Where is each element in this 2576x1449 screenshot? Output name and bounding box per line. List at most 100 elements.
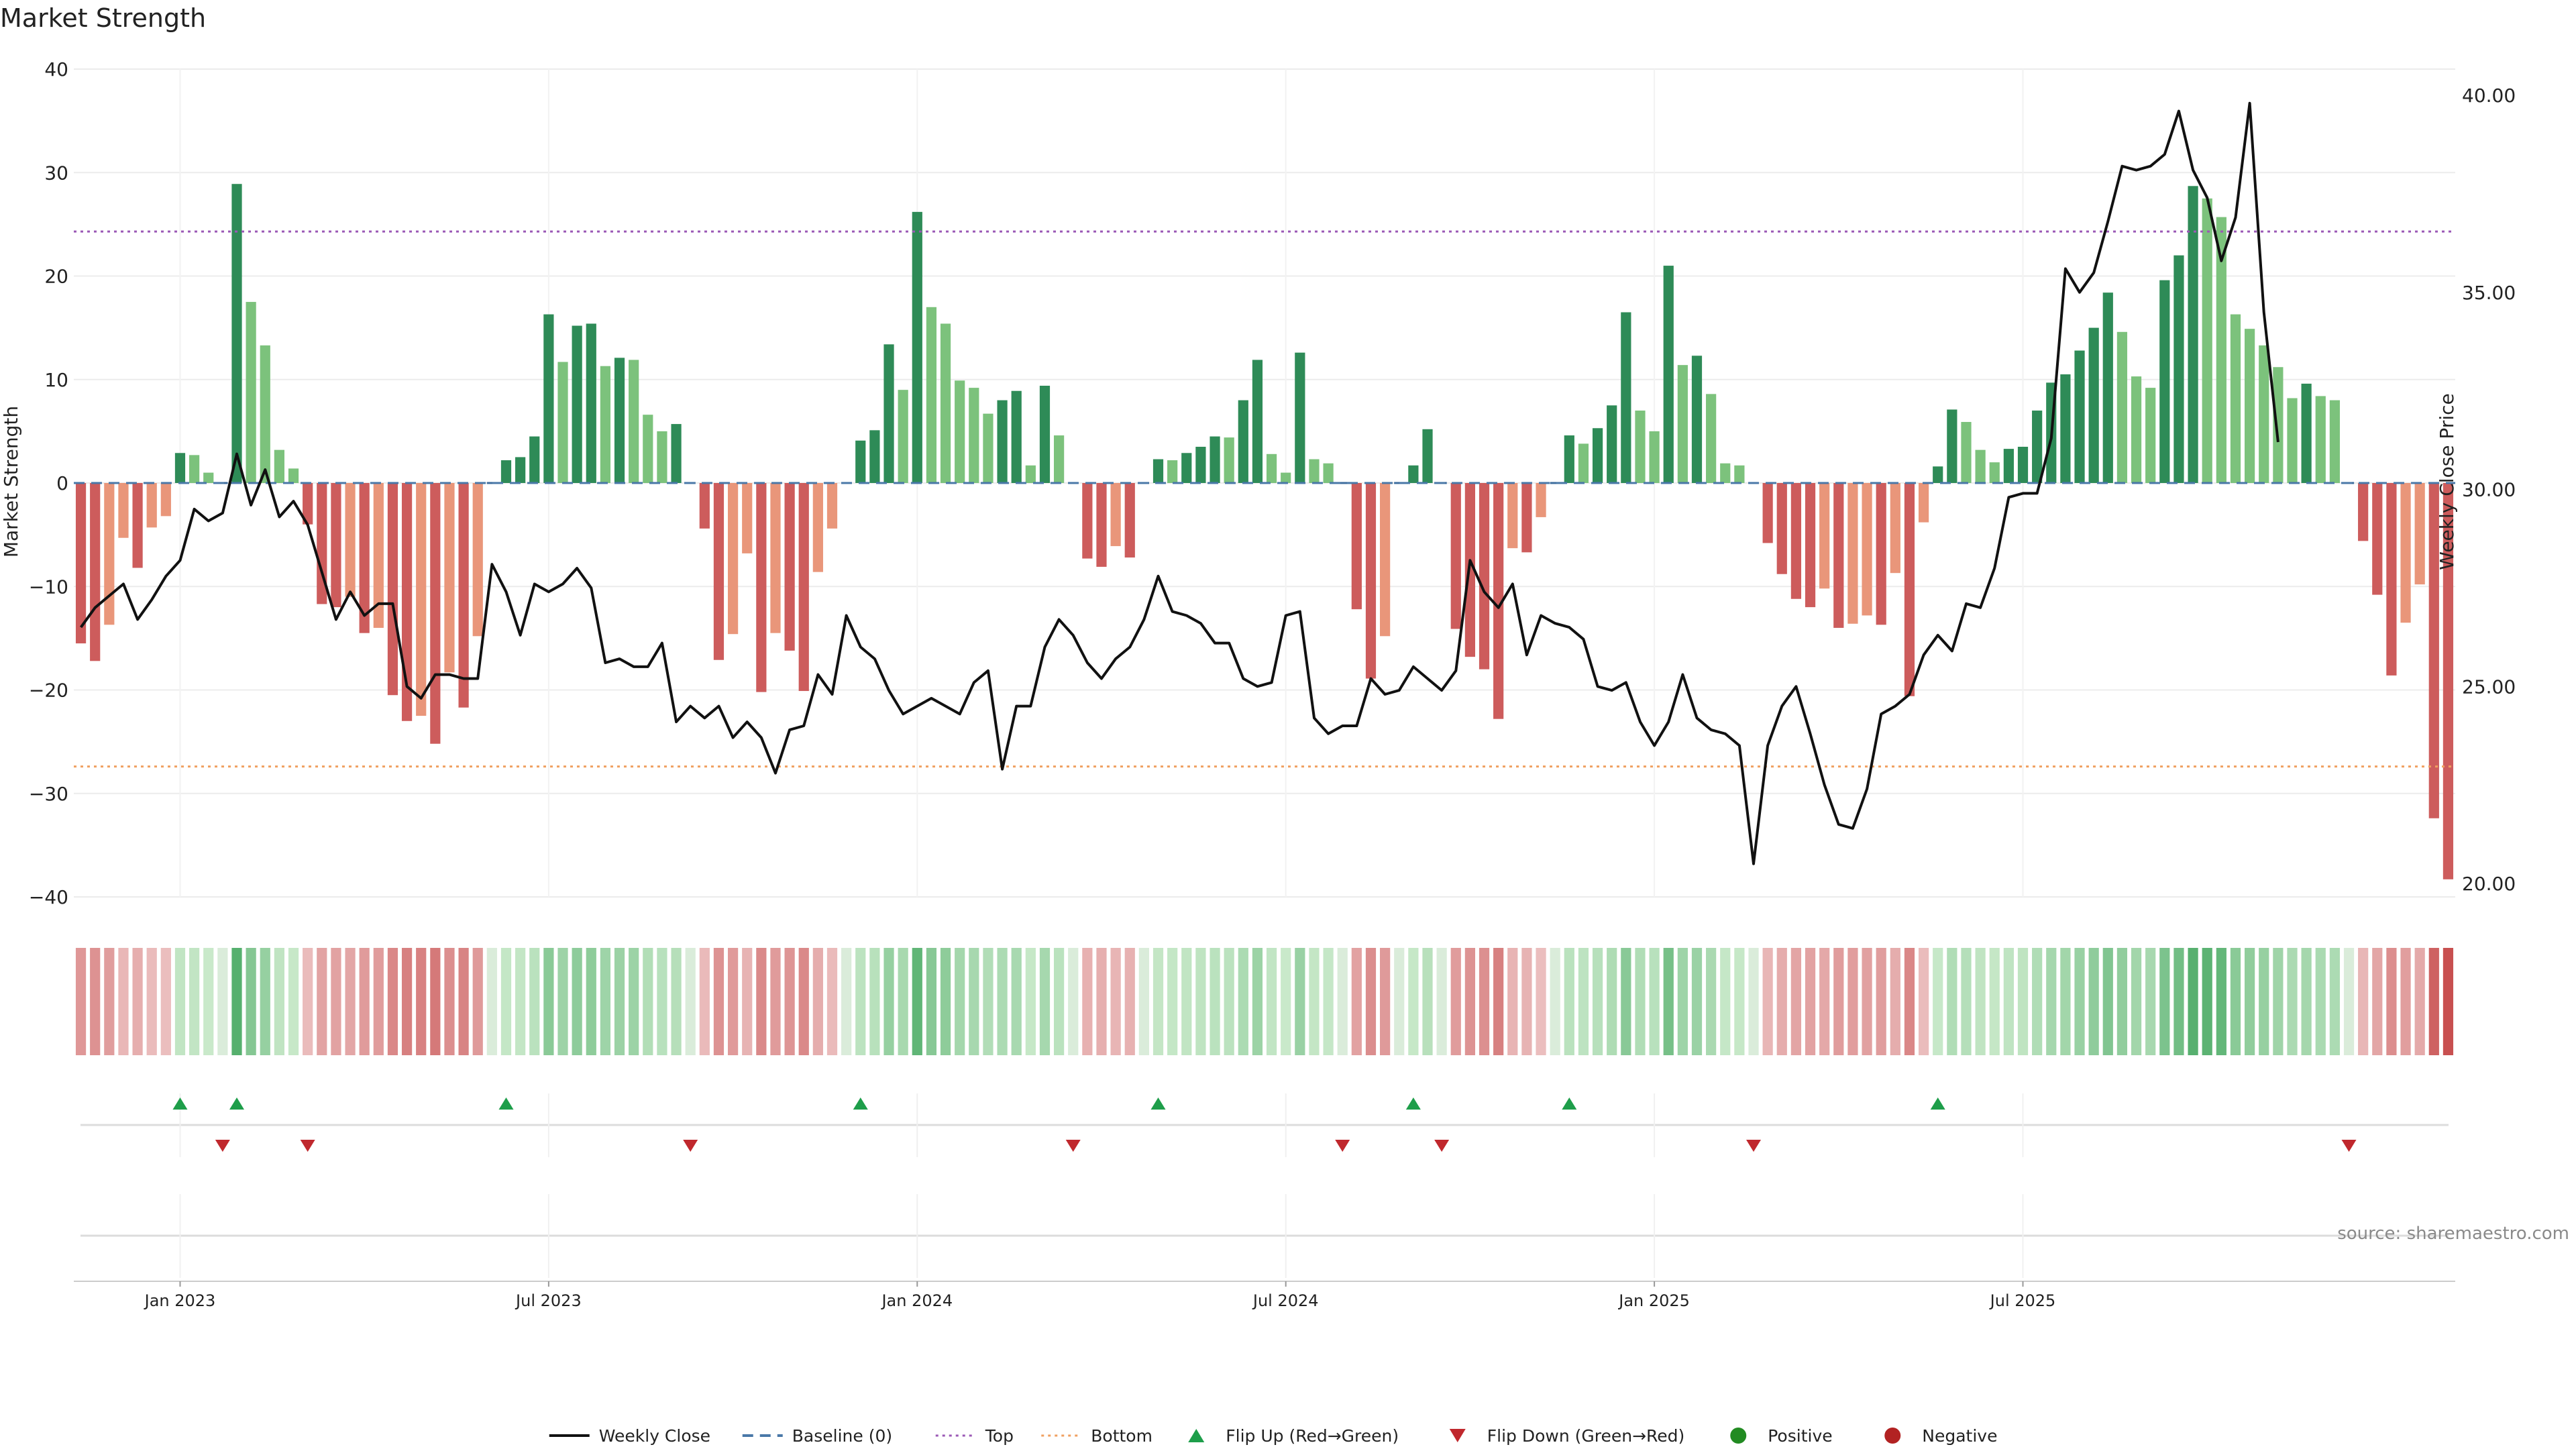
bar-negative — [1493, 483, 1504, 719]
bar-negative — [317, 483, 327, 604]
heat-cell-positive — [1011, 948, 1022, 1055]
bar-positive — [1252, 360, 1263, 483]
bar-positive — [231, 184, 242, 483]
bar-positive — [1720, 463, 1731, 483]
bar-positive — [203, 472, 214, 483]
bar-positive — [1281, 472, 1291, 483]
heat-cell-positive — [983, 948, 994, 1055]
bar-positive — [2259, 345, 2269, 483]
heat-cell-positive — [2343, 948, 2355, 1055]
bar-negative — [75, 483, 87, 644]
bar-positive — [2159, 280, 2170, 483]
heat-cell-negative — [727, 948, 739, 1055]
heat-cell-negative — [1521, 948, 1532, 1055]
heat-cell-positive — [1961, 948, 1972, 1055]
y-axis-right: 40.00 35.00 30.00 25.00 20.00 — [2462, 85, 2516, 895]
heat-cell-negative — [1493, 948, 1504, 1055]
heat-cell-negative — [146, 948, 157, 1055]
heat-cell-positive — [2145, 948, 2156, 1055]
heat-cell-positive — [614, 948, 625, 1055]
bar-negative — [444, 483, 455, 673]
bar-negative — [1776, 483, 1787, 574]
bar-negative — [756, 483, 767, 692]
heat-cell-negative — [1776, 948, 1787, 1055]
heat-cell-positive — [1238, 948, 1248, 1055]
heat-cell-positive — [1252, 948, 1263, 1055]
heat-cell-positive — [557, 948, 568, 1055]
bar-negative — [359, 483, 370, 633]
heat-cell-negative — [699, 948, 710, 1055]
bar-negative — [1890, 483, 1900, 574]
bar-negative — [2414, 483, 2425, 585]
heat-cell-positive — [1933, 948, 1943, 1055]
heat-cell-positive — [1138, 948, 1149, 1055]
heat-cell-negative — [713, 948, 724, 1055]
bar-zero — [1394, 482, 1405, 484]
y-tick-label: −30 — [29, 783, 68, 805]
y-tick-label: −10 — [29, 576, 68, 598]
bar-positive — [1578, 443, 1589, 483]
heat-cell-positive — [1408, 948, 1419, 1055]
heat-cell-positive — [898, 948, 908, 1055]
bar-positive — [1734, 465, 1745, 483]
heat-cell-positive — [1053, 948, 1065, 1055]
bar-positive — [2188, 186, 2198, 483]
heat-cell-positive — [1607, 948, 1617, 1055]
y-tick-label: 20 — [44, 266, 68, 288]
heat-cell-positive — [189, 948, 200, 1055]
flip-up-marker — [1562, 1097, 1577, 1110]
bar-negative — [798, 483, 809, 692]
bar-negative — [770, 483, 781, 633]
bar-negative — [1847, 483, 1858, 624]
bar-positive — [898, 390, 908, 483]
heat-cell-positive — [1691, 948, 1703, 1055]
y2-tick-label: 30.00 — [2462, 479, 2516, 501]
weekly-close-line — [79, 101, 2279, 865]
bar-negative — [1110, 483, 1121, 547]
bar-positive — [997, 400, 1008, 483]
bar-positive — [515, 457, 526, 483]
bar-negative — [713, 483, 724, 660]
bar-positive — [855, 440, 866, 483]
bar-negative — [2428, 483, 2439, 818]
y-axis-label: Market Strength — [0, 406, 22, 557]
heat-cell-negative — [345, 948, 356, 1055]
heat-cell-positive — [1323, 948, 1334, 1055]
heat-cell-positive — [2188, 948, 2198, 1055]
bar-negative — [146, 483, 157, 528]
reference-lines — [74, 230, 2455, 768]
flip-down-marker — [1065, 1140, 1081, 1152]
x-tick-label: Jan 2025 — [1617, 1291, 1690, 1310]
flip-marker-panel — [80, 1093, 2449, 1157]
y-axis-left: 40 30 20 10 0 −10 −20 −30 −40 — [29, 58, 68, 908]
bar-positive — [1961, 421, 1972, 483]
bar-positive — [1706, 394, 1717, 483]
heat-cell-negative — [1862, 948, 1872, 1055]
heat-cell-negative — [401, 948, 413, 1055]
bar-negative — [2358, 483, 2369, 541]
heat-cell-negative — [2400, 948, 2411, 1055]
flip-down-marker — [1746, 1140, 1762, 1152]
legend-label: Flip Up (Red→Green) — [1226, 1426, 1399, 1446]
heat-cell-positive — [586, 948, 596, 1055]
heat-cell-positive — [1309, 948, 1320, 1055]
x-tick-label: Jul 2023 — [515, 1291, 582, 1310]
bar-negative — [2386, 483, 2397, 676]
bar-negative — [1762, 483, 1773, 543]
bar-positive — [1053, 435, 1065, 483]
bar-positive — [1677, 365, 1688, 483]
heat-cell-positive — [1224, 948, 1234, 1055]
bar-positive — [912, 211, 922, 483]
flip-down-marker — [683, 1140, 698, 1152]
bar-positive — [940, 323, 951, 483]
y2-axis-label: Weekly Close Price — [2436, 393, 2458, 570]
bar-positive — [2032, 411, 2043, 483]
bar-negative — [1918, 483, 1929, 523]
weekly-close-series — [79, 101, 2279, 865]
bar-positive — [643, 415, 653, 483]
bar-positive — [2244, 329, 2255, 483]
flip-down-marker — [1434, 1140, 1450, 1152]
heat-cell-positive — [1195, 948, 1206, 1055]
bar-positive — [2273, 367, 2284, 483]
heat-cell-positive — [2003, 948, 2014, 1055]
